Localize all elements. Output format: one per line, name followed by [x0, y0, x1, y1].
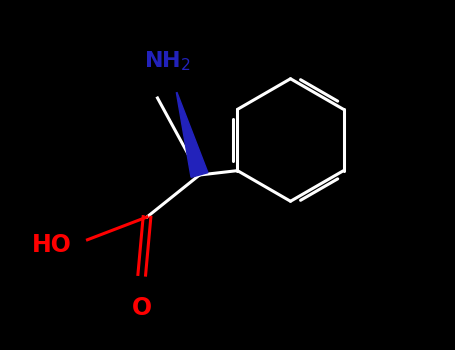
Text: NH$_2$: NH$_2$ [144, 50, 192, 74]
Text: O: O [131, 296, 152, 320]
Text: HO: HO [32, 233, 72, 257]
Polygon shape [177, 93, 208, 177]
